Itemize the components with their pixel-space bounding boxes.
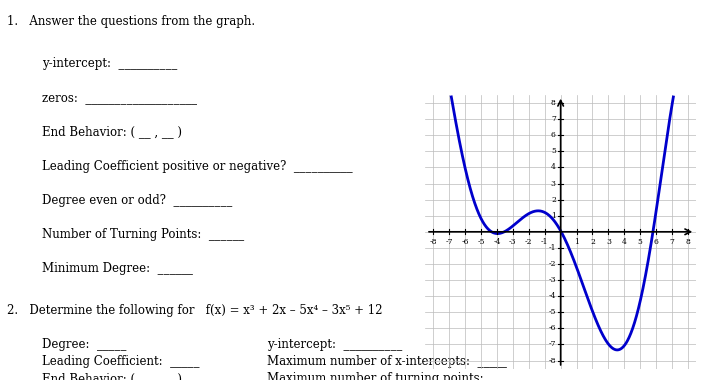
Text: Maximum number of x-intercepts:  _____: Maximum number of x-intercepts: _____: [267, 355, 507, 368]
Text: Degree:  _____: Degree: _____: [42, 338, 127, 351]
Text: 4: 4: [622, 238, 627, 246]
Text: y-intercept:  __________: y-intercept: __________: [267, 338, 402, 351]
Text: 6: 6: [654, 238, 659, 246]
Text: 2: 2: [551, 196, 556, 204]
Text: 6: 6: [551, 131, 556, 139]
Text: 2.   Determine the following for   f(x) = x³ + 2x – 5x⁴ – 3x⁵ + 12: 2. Determine the following for f(x) = x³…: [7, 304, 382, 317]
Text: 3: 3: [551, 179, 556, 187]
Text: 1: 1: [551, 212, 556, 220]
Text: -7: -7: [548, 340, 556, 348]
Text: y-intercept:  __________: y-intercept: __________: [42, 57, 177, 70]
Text: 3: 3: [606, 238, 611, 246]
Text: Leading Coefficient positive or negative?  __________: Leading Coefficient positive or negative…: [42, 160, 353, 173]
Text: End Behavior: ( __ , __ ): End Behavior: ( __ , __ ): [42, 372, 182, 380]
Text: 5: 5: [551, 147, 556, 155]
Text: -8: -8: [430, 238, 437, 246]
Text: -2: -2: [525, 238, 533, 246]
Text: -4: -4: [494, 238, 501, 246]
Text: 8: 8: [685, 238, 690, 246]
Text: -5: -5: [477, 238, 485, 246]
Text: -5: -5: [548, 308, 556, 316]
Text: 7: 7: [670, 238, 674, 246]
Text: -6: -6: [461, 238, 469, 246]
Text: -1: -1: [541, 238, 548, 246]
Text: Leading Coefficient:  _____: Leading Coefficient: _____: [42, 355, 200, 368]
Text: -6: -6: [548, 325, 556, 332]
Text: Degree even or odd?  __________: Degree even or odd? __________: [42, 194, 233, 207]
Text: -7: -7: [446, 238, 453, 246]
Text: 1.   Answer the questions from the graph.: 1. Answer the questions from the graph.: [7, 15, 255, 28]
Text: 8: 8: [551, 99, 556, 107]
Text: Maximum number of turning points:  _____: Maximum number of turning points: _____: [267, 372, 521, 380]
Text: -1: -1: [548, 244, 556, 252]
Text: 1: 1: [574, 238, 579, 246]
Text: 4: 4: [551, 163, 556, 171]
Text: -3: -3: [509, 238, 517, 246]
Text: -2: -2: [548, 260, 556, 268]
Text: -3: -3: [548, 276, 556, 284]
Text: -4: -4: [548, 292, 556, 300]
Text: -8: -8: [548, 356, 556, 364]
Text: zeros:  ___________________: zeros: ___________________: [42, 91, 197, 104]
Text: 5: 5: [638, 238, 643, 246]
Text: 2: 2: [590, 238, 595, 246]
Text: 7: 7: [551, 115, 556, 123]
Text: End Behavior: ( __ , __ ): End Behavior: ( __ , __ ): [42, 125, 182, 138]
Text: Number of Turning Points:  ______: Number of Turning Points: ______: [42, 228, 245, 241]
Text: Minimum Degree:  ______: Minimum Degree: ______: [42, 262, 193, 275]
